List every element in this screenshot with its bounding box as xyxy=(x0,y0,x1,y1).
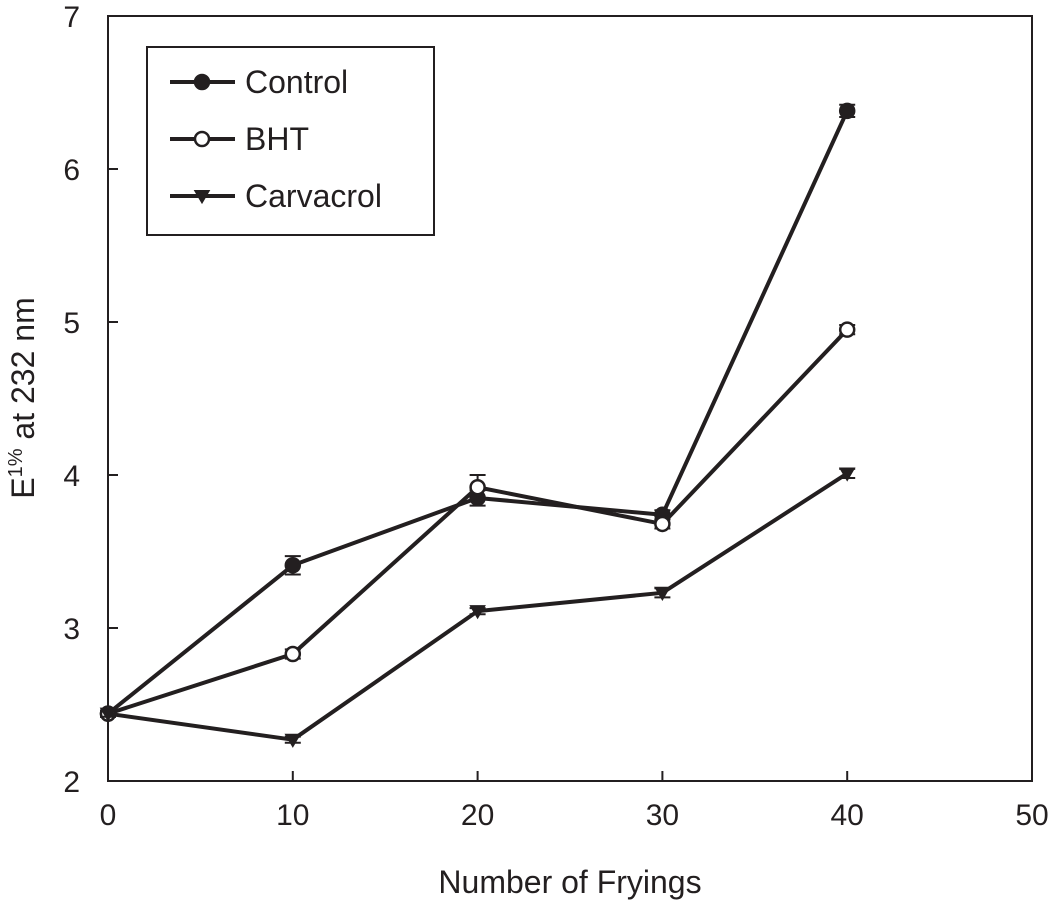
x-tick-label: 10 xyxy=(276,799,309,832)
data-point-control xyxy=(840,104,854,118)
x-axis-title: Number of Fryings xyxy=(438,864,701,900)
legend-label-control: Control xyxy=(245,64,348,100)
series-line-bht xyxy=(108,330,847,714)
y-tick-label: 6 xyxy=(63,154,80,187)
x-tick-label: 30 xyxy=(646,799,679,832)
legend-label-bht: BHT xyxy=(245,121,309,157)
data-point-bht xyxy=(471,480,485,494)
y-tick-label: 3 xyxy=(63,613,80,646)
data-point-bht xyxy=(840,323,854,337)
y-tick-label: 7 xyxy=(63,1,80,34)
legend-label-carvacrol: Carvacrol xyxy=(245,178,382,214)
y-tick-label: 5 xyxy=(63,307,80,340)
data-point-bht xyxy=(655,517,669,531)
y-axis-title-prefix: E xyxy=(5,477,41,498)
y-tick-label: 4 xyxy=(63,460,80,493)
x-tick-label: 50 xyxy=(1015,799,1048,832)
x-tick-label: 40 xyxy=(831,799,864,832)
y-axis-ticks: 2 3 4 5 6 7 xyxy=(63,1,118,799)
y-axis-title-suffix: at 232 nm xyxy=(5,297,41,448)
series-carvacrol xyxy=(100,468,855,746)
data-point-control xyxy=(286,558,300,572)
x-tick-label: 0 xyxy=(100,799,117,832)
legend-marker-control xyxy=(195,75,209,89)
series-bht xyxy=(100,323,855,721)
x-tick-label: 20 xyxy=(461,799,494,832)
y-axis-title-superscript: 1% xyxy=(5,448,27,477)
legend: Control BHT Carvacrol xyxy=(147,47,434,235)
data-point-bht xyxy=(286,647,300,661)
legend-marker-bht xyxy=(195,132,209,146)
y-axis-title: E1% at 232 nm xyxy=(5,297,41,498)
y-tick-label: 2 xyxy=(63,766,80,799)
